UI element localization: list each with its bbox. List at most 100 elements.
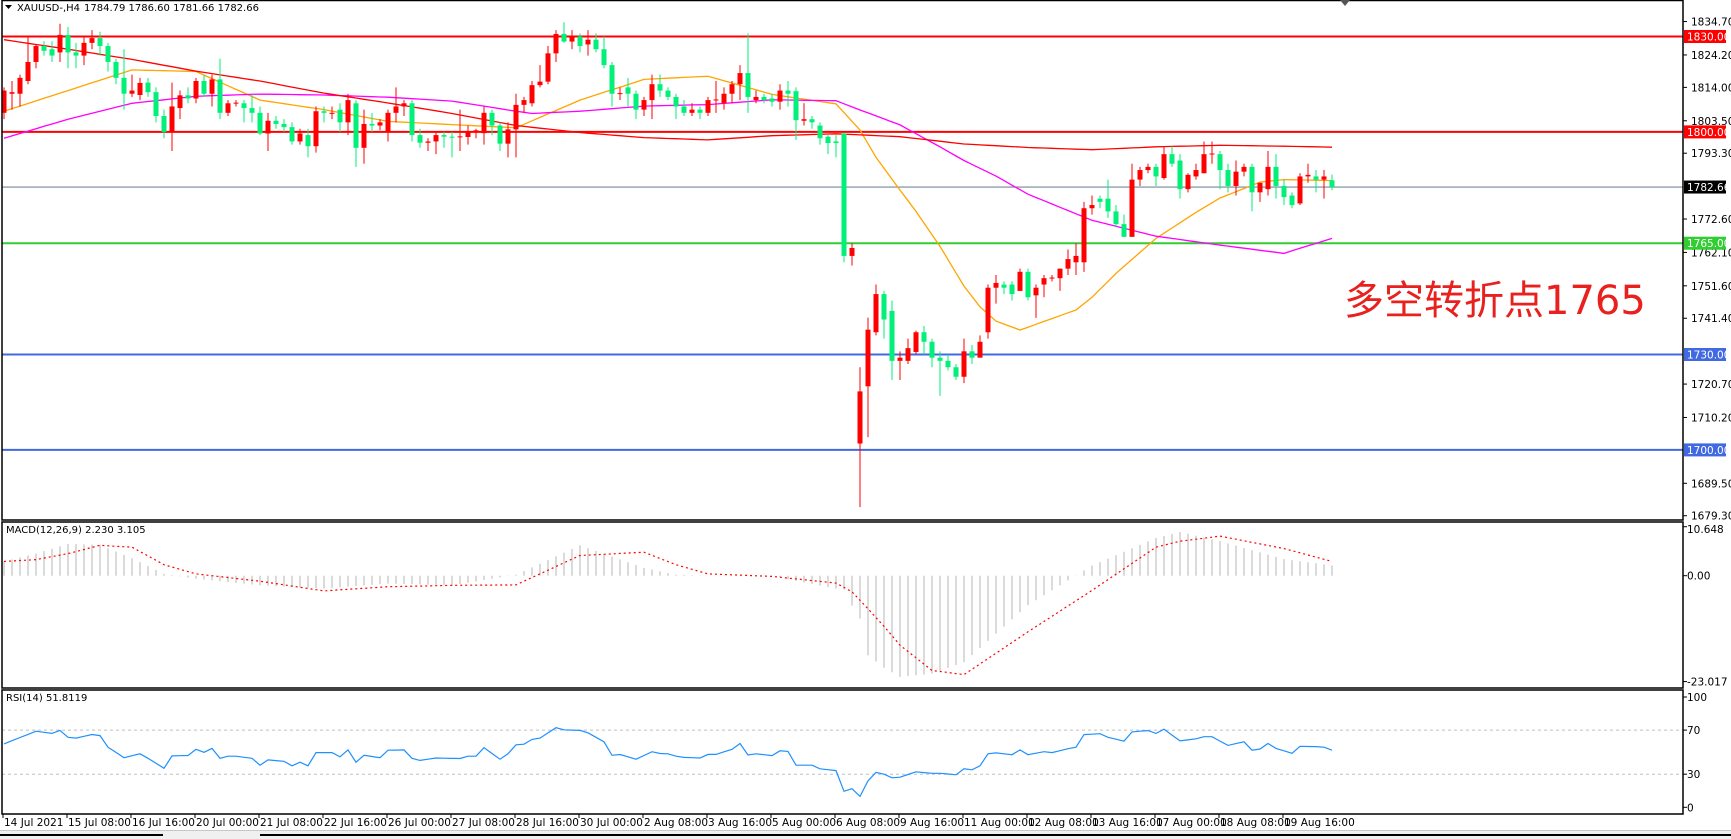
candle[interactable]: [1201, 141, 1207, 174]
candle[interactable]: [321, 106, 327, 123]
macd-panel[interactable]: [3, 532, 1333, 677]
candle[interactable]: [897, 351, 903, 380]
candle[interactable]: [241, 100, 247, 123]
candle[interactable]: [297, 128, 303, 145]
candle[interactable]: [65, 26, 71, 69]
candle[interactable]: [1289, 192, 1295, 209]
candle[interactable]: [89, 30, 95, 50]
candle[interactable]: [361, 109, 367, 164]
candle[interactable]: [1049, 275, 1055, 282]
candle[interactable]: [1017, 268, 1023, 291]
candle[interactable]: [49, 41, 55, 62]
candle[interactable]: [1129, 163, 1135, 237]
candle[interactable]: [769, 93, 775, 107]
candle[interactable]: [945, 354, 951, 371]
candle[interactable]: [289, 122, 295, 145]
candle[interactable]: [305, 128, 311, 158]
candle[interactable]: [817, 122, 823, 145]
candle[interactable]: [969, 344, 975, 365]
candle[interactable]: [337, 103, 343, 132]
rsi-panel[interactable]: [2, 727, 1683, 798]
candle[interactable]: [777, 84, 783, 110]
candle[interactable]: [833, 135, 839, 158]
candle[interactable]: [481, 106, 487, 145]
chart-tabs-bar[interactable]: [0, 830, 1731, 839]
candle[interactable]: [33, 44, 39, 69]
candle[interactable]: [1097, 195, 1103, 209]
candle[interactable]: [1297, 173, 1303, 206]
candle[interactable]: [1313, 170, 1319, 193]
candle[interactable]: [921, 325, 927, 355]
candle[interactable]: [657, 74, 663, 97]
candle[interactable]: [809, 116, 815, 129]
candle[interactable]: [25, 36, 31, 85]
candle[interactable]: [105, 42, 111, 72]
candle[interactable]: [929, 338, 935, 368]
candle[interactable]: [57, 23, 63, 62]
candle[interactable]: [217, 58, 223, 120]
candle[interactable]: [713, 81, 719, 113]
candle[interactable]: [313, 106, 319, 153]
candle[interactable]: [1057, 268, 1063, 291]
candle[interactable]: [1241, 163, 1247, 177]
candle[interactable]: [1249, 163, 1255, 212]
candle[interactable]: [1001, 281, 1007, 295]
candle[interactable]: [489, 109, 495, 136]
candle[interactable]: [1137, 166, 1143, 186]
candle[interactable]: [441, 131, 447, 148]
candle[interactable]: [1073, 243, 1079, 275]
candle[interactable]: [161, 109, 167, 139]
candle[interactable]: [17, 74, 23, 107]
candle[interactable]: [761, 93, 767, 104]
candle[interactable]: [1009, 281, 1015, 301]
candle[interactable]: [1105, 179, 1111, 218]
candle[interactable]: [1193, 163, 1199, 180]
candle[interactable]: [649, 74, 655, 120]
candle[interactable]: [625, 77, 631, 107]
candle[interactable]: [961, 338, 967, 384]
candle[interactable]: [505, 122, 511, 158]
candle[interactable]: [673, 93, 679, 120]
candle[interactable]: [1209, 141, 1215, 164]
candle[interactable]: [377, 119, 383, 131]
price-panel[interactable]: [1, 22, 1684, 508]
candle[interactable]: [1273, 154, 1279, 199]
candle[interactable]: [873, 284, 879, 336]
candle[interactable]: [753, 90, 759, 104]
candle[interactable]: [385, 109, 391, 142]
candle[interactable]: [1257, 182, 1263, 202]
candle[interactable]: [201, 74, 207, 97]
candle[interactable]: [977, 335, 983, 358]
candle[interactable]: [369, 112, 375, 132]
candle[interactable]: [113, 58, 119, 85]
candle[interactable]: [129, 74, 135, 97]
candle[interactable]: [1225, 163, 1231, 193]
candle[interactable]: [225, 100, 231, 116]
candle[interactable]: [329, 106, 335, 120]
candle[interactable]: [689, 103, 695, 116]
candle[interactable]: [73, 42, 79, 69]
candle[interactable]: [529, 81, 535, 107]
candle[interactable]: [41, 41, 47, 56]
candle[interactable]: [913, 330, 919, 355]
candle[interactable]: [1233, 160, 1239, 196]
candle[interactable]: [841, 132, 847, 263]
candle[interactable]: [801, 103, 807, 126]
candle[interactable]: [1041, 275, 1047, 298]
candle[interactable]: [153, 87, 159, 123]
candle[interactable]: [345, 93, 351, 136]
candle[interactable]: [937, 351, 943, 396]
candle[interactable]: [257, 106, 263, 136]
candle[interactable]: [1265, 150, 1271, 196]
candle[interactable]: [137, 77, 143, 101]
candle[interactable]: [953, 364, 959, 380]
candle[interactable]: [465, 125, 471, 145]
candle[interactable]: [729, 81, 735, 104]
candle[interactable]: [1153, 163, 1159, 186]
candle[interactable]: [865, 317, 871, 438]
candle[interactable]: [121, 49, 127, 110]
candle[interactable]: [265, 112, 271, 151]
candle[interactable]: [553, 30, 559, 62]
candle[interactable]: [401, 100, 407, 116]
symbol-dropdown-icon[interactable]: [5, 5, 12, 9]
